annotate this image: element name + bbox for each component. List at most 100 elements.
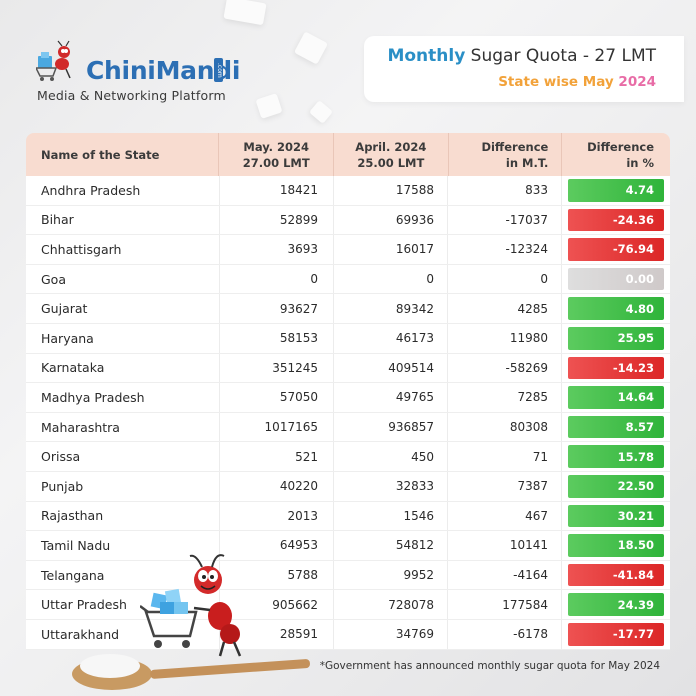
title-card: Monthly Sugar Quota - 27 LMT State wise … — [364, 36, 684, 102]
april-quota-cell: 728078 — [334, 590, 448, 619]
difference-pct-cell: -14.23 — [562, 354, 670, 383]
difference-pct-cell: 18.50 — [562, 531, 670, 560]
april-quota-cell: 9952 — [334, 560, 448, 590]
page-subtitle-year: 2024 — [618, 74, 656, 90]
difference-mt-cell: -6178 — [448, 619, 562, 649]
table-row: Andhra Pradesh 18421 17588 833 4.74 — [26, 176, 670, 206]
table-body: Andhra Pradesh 18421 17588 833 4.74 Bihar 5289… — [26, 176, 670, 650]
state-cell: Haryana — [26, 323, 220, 353]
state-cell: Karnataka — [26, 353, 220, 383]
table-row: Tamil Nadu 64953 54812 10141 18.50 — [26, 531, 670, 561]
state-cell: Gujarat — [26, 294, 220, 323]
may-quota-cell: 0 — [220, 264, 334, 294]
difference-mt-cell: 467 — [448, 501, 562, 531]
may-quota-cell: 57050 — [220, 383, 334, 412]
april-quota-cell: 936857 — [334, 412, 448, 442]
table-row: Chhattisgarh 3693 16017 -12324 -76.94 — [26, 235, 670, 265]
difference-pct-cell: 24.39 — [562, 590, 670, 619]
difference-pct-badge: -24.36 — [568, 208, 664, 232]
difference-pct-cell: -24.36 — [562, 206, 670, 235]
difference-mt-cell: 4285 — [448, 294, 562, 323]
table-row: Karnataka 351245 409514 -58269 -14.23 — [26, 353, 670, 384]
may-quota-cell: 18421 — [220, 176, 334, 205]
table-row: Madhya Pradesh 57050 49765 7285 14.64 — [26, 383, 670, 413]
difference-mt-cell: 80308 — [448, 412, 562, 442]
difference-pct-badge: 24.39 — [568, 593, 664, 616]
brand-tagline: Media & Networking Platform — [37, 88, 226, 103]
difference-pct-badge: 22.50 — [568, 474, 664, 498]
difference-pct-badge: 30.21 — [568, 504, 664, 528]
difference-pct-cell: 4.80 — [562, 294, 670, 323]
april-quota-cell: 32833 — [334, 471, 448, 501]
table-row: Rajasthan 2013 1546 467 30.21 — [26, 501, 670, 532]
may-quota-cell: 2013 — [220, 501, 334, 531]
brand-name-part1: Chini — [86, 56, 156, 85]
may-quota-cell: 351245 — [220, 353, 334, 383]
state-cell: Bihar — [26, 205, 220, 235]
may-quota-cell: 64953 — [220, 531, 334, 560]
difference-pct-cell: 15.78 — [562, 442, 670, 471]
table-row: Orissa 521 450 71 15.78 — [26, 442, 670, 472]
page-title-accent: Monthly — [387, 46, 466, 66]
ant-logo-icon — [36, 40, 71, 81]
table-row: Maharashtra 1017165 936857 80308 8.57 — [26, 412, 670, 443]
april-quota-cell: 17588 — [334, 176, 448, 205]
header-diff-pct: Difference in % — [587, 139, 655, 170]
difference-mt-cell: 7387 — [448, 471, 562, 501]
may-quota-cell: 40220 — [220, 471, 334, 501]
april-quota-cell: 69936 — [334, 205, 448, 235]
sugar-cube-decoration — [223, 0, 267, 26]
state-cell: Madhya Pradesh — [26, 383, 220, 412]
difference-mt-cell: 0 — [448, 264, 562, 294]
difference-pct-cell: -41.84 — [562, 561, 670, 590]
difference-pct-cell: 22.50 — [562, 472, 670, 501]
difference-mt-cell: 833 — [448, 176, 562, 205]
table-row: Goa 0 0 0 0.00 — [26, 264, 670, 295]
april-quota-cell: 409514 — [334, 353, 448, 383]
difference-pct-badge: -17.77 — [568, 622, 664, 646]
difference-pct-badge: 8.57 — [568, 415, 664, 439]
may-quota-cell: 58153 — [220, 323, 334, 353]
difference-mt-cell: 11980 — [448, 323, 562, 353]
sugar-quota-table: Name of the State May. 2024 27.00 LMT Ap… — [26, 133, 670, 650]
difference-pct-cell: 4.74 — [562, 176, 670, 205]
sugar-cube-decoration — [308, 100, 334, 124]
april-quota-cell: 34769 — [334, 619, 448, 649]
may-quota-cell: 5788 — [220, 560, 334, 590]
difference-pct-cell: 0.00 — [562, 265, 670, 294]
sugar-cube-decoration — [255, 93, 283, 119]
state-cell: Uttarakhand — [26, 619, 220, 649]
state-cell: Maharashtra — [26, 412, 220, 442]
difference-mt-cell: -4164 — [448, 560, 562, 590]
may-quota-cell: 905662 — [220, 590, 334, 619]
difference-mt-cell: 10141 — [448, 531, 562, 560]
april-quota-cell: 46173 — [334, 323, 448, 353]
table-row: Punjab 40220 32833 7387 22.50 — [26, 471, 670, 502]
april-quota-cell: 54812 — [334, 531, 448, 560]
state-cell: Tamil Nadu — [26, 531, 220, 560]
brand-name: ChiniMandi — [86, 56, 240, 85]
header-may: May. 2024 27.00 LMT — [219, 133, 335, 176]
header-state: Name of the State — [26, 133, 220, 176]
difference-mt-cell: 177584 — [448, 590, 562, 619]
sugar-cube-decoration — [293, 31, 329, 65]
may-quota-cell: 3693 — [220, 235, 334, 264]
page-title-rest: Sugar Quota - 27 LMT — [465, 46, 656, 66]
table-row: Telangana 5788 9952 -4164 -41.84 — [26, 560, 670, 591]
difference-mt-cell: 71 — [448, 442, 562, 471]
header-april: April. 2024 25.00 LMT — [334, 133, 449, 176]
ant-mascot-with-cart-image — [140, 554, 242, 657]
difference-pct-cell: 25.95 — [562, 324, 670, 353]
difference-pct-cell: -76.94 — [562, 235, 670, 264]
difference-mt-cell: -58269 — [448, 353, 562, 383]
april-quota-cell: 89342 — [334, 294, 448, 323]
difference-pct-cell: -17.77 — [562, 620, 670, 649]
table-row: Bihar 52899 69936 -17037 -24.36 — [26, 205, 670, 236]
difference-pct-badge: 0.00 — [568, 267, 664, 291]
difference-mt-cell: -12324 — [448, 235, 562, 264]
state-cell: Goa — [26, 264, 220, 294]
page-title: Monthly Sugar Quota - 27 LMT — [387, 46, 656, 66]
april-quota-cell: 450 — [334, 442, 448, 471]
difference-pct-cell: 14.64 — [562, 383, 670, 412]
difference-pct-badge: -41.84 — [568, 563, 664, 587]
